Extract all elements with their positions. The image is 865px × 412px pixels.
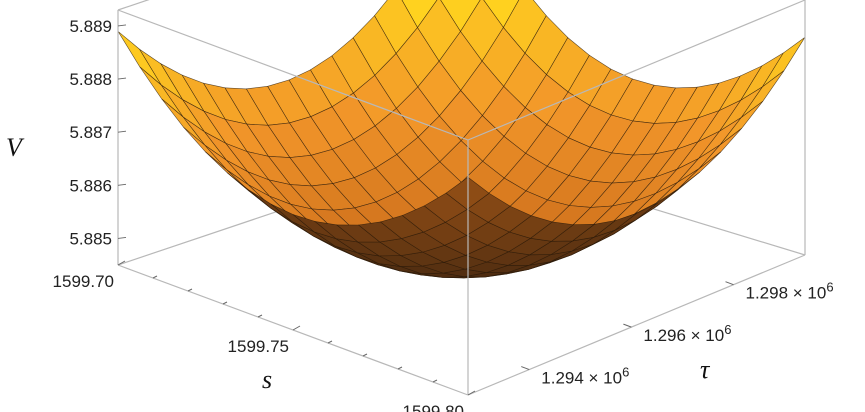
tau-tick-mark	[521, 366, 530, 371]
s-tick-mark	[117, 260, 126, 266]
box-edge-front-1	[467, 254, 806, 396]
box-edge-front-5	[117, 9, 469, 141]
z-tick-mark	[117, 130, 127, 133]
s-tick-mark	[292, 325, 301, 331]
tau-tick-label: 1.296 × 106	[643, 322, 731, 345]
s-minor-tick	[362, 353, 368, 357]
z-tick-label: 5.887	[69, 123, 112, 142]
z-tick-mark	[117, 24, 127, 27]
s-minor-tick	[257, 314, 263, 318]
tau-axis-title: τ	[700, 355, 711, 384]
tau-tick-mark	[725, 281, 734, 286]
z-tick-label: 5.885	[69, 229, 112, 248]
surface-patch-0-0	[117, 31, 162, 86]
z-axis: V 5.885 5.886 5.887 5.888 5.889	[6, 17, 127, 248]
tau-tick-label: 1.294 × 106	[541, 365, 629, 388]
s-minor-tick	[327, 340, 333, 344]
z-tick-label: 5.889	[69, 17, 112, 36]
s-minor-tick	[397, 366, 403, 370]
s-tick-mark	[467, 390, 476, 396]
s-axis-title: s	[262, 365, 272, 394]
tau-axis: τ 1.294 × 106 1.296 × 106 1.298 × 106	[521, 280, 834, 388]
z-tick-label: 5.886	[69, 176, 112, 195]
z-tick-mark	[117, 183, 127, 186]
z-tick-mark	[117, 236, 127, 239]
s-tick-label: 1599.80	[403, 402, 464, 412]
s-minor-tick	[187, 288, 193, 292]
s-minor-tick	[432, 379, 438, 383]
surface-mesh	[117, 0, 806, 279]
s-tick-label: 1599.70	[53, 272, 114, 291]
s-minor-tick	[152, 275, 158, 279]
s-tick-label: 1599.75	[228, 337, 289, 356]
tau-tick-label: 1.298 × 106	[746, 280, 834, 303]
box-edge-front-6	[467, 0, 806, 141]
z-tick-label: 5.888	[69, 70, 112, 89]
s-axis: s 1599.70 1599.75 1599.80	[53, 260, 476, 412]
z-tick-mark	[117, 77, 127, 80]
tau-tick-mark	[623, 323, 632, 328]
z-axis-title: V	[6, 133, 25, 162]
s-minor-tick	[222, 301, 228, 305]
